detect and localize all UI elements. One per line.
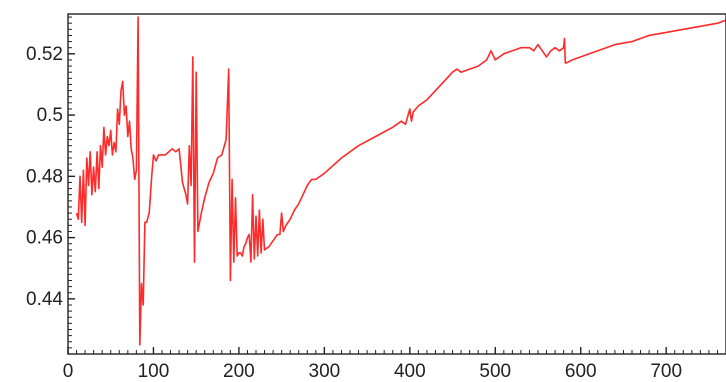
x-tick-label: 400 <box>394 361 426 382</box>
x-tick-label: 500 <box>479 361 511 382</box>
x-tick-label: 300 <box>309 361 341 382</box>
x-tick-label: 0 <box>63 361 74 382</box>
x-tick-label: 200 <box>223 361 255 382</box>
x-tick-label: 600 <box>565 361 597 382</box>
x-tick-label: 100 <box>138 361 170 382</box>
y-axis-ticks <box>68 53 75 300</box>
y-tick-label: 0.44 <box>26 289 63 310</box>
y-tick-label: 0.5 <box>37 105 63 126</box>
y-tick-label: 0.48 <box>26 166 63 187</box>
y-tick-label: 0.46 <box>26 228 63 249</box>
y-tick-label: 0.52 <box>26 44 63 65</box>
plot-background <box>68 14 726 354</box>
y-axis-tick-labels: 0.44 0.46 0.48 0.5 0.52 <box>26 44 63 310</box>
series-line <box>75 16 726 346</box>
plot-frame <box>67 13 726 355</box>
x-axis-tick-labels: 0 100 200 300 400 500 600 700 <box>63 361 682 382</box>
x-tick-label: 700 <box>650 361 682 382</box>
